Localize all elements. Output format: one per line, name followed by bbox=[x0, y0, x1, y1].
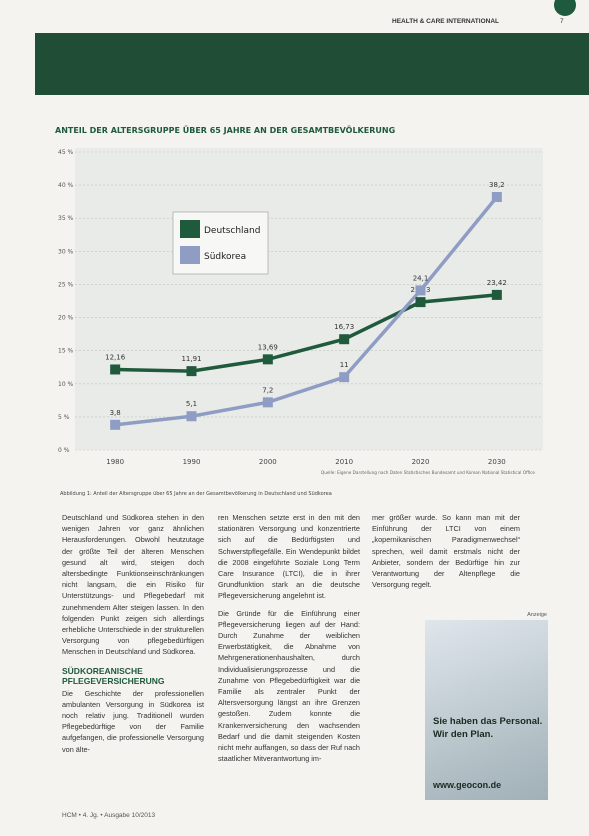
column: mer größer wurde. So kann man mit der Ei… bbox=[372, 512, 520, 596]
paragraph: mer größer wurde. So kann man mit der Ei… bbox=[372, 513, 520, 590]
data-point bbox=[110, 364, 121, 375]
data-label: 13,69 bbox=[258, 343, 278, 351]
legend-swatch bbox=[180, 246, 200, 264]
plot-background bbox=[75, 148, 543, 450]
paragraph: ren Menschen setzte erst in den mit den … bbox=[218, 513, 360, 601]
y-tick-label: 5 % bbox=[58, 414, 70, 421]
page-number: 7 bbox=[560, 18, 564, 25]
data-label: 5,1 bbox=[186, 400, 197, 408]
y-tick-label: 10 % bbox=[58, 381, 74, 388]
legend-label: Deutschland bbox=[204, 226, 260, 236]
y-tick-label: 30 % bbox=[58, 248, 74, 255]
y-tick-label: 40 % bbox=[58, 182, 74, 189]
data-point bbox=[110, 419, 121, 430]
paragraph: Deutschland und Südkorea stehen in den w… bbox=[62, 513, 204, 657]
data-label: 23,42 bbox=[487, 279, 507, 287]
x-tick-label: 2000 bbox=[259, 458, 277, 466]
x-tick-label: 2030 bbox=[488, 458, 506, 466]
y-tick-label: 25 % bbox=[58, 281, 74, 288]
data-point bbox=[491, 289, 502, 300]
ad-slogan: Sie haben das Personal. Wir den Plan. bbox=[433, 716, 543, 740]
data-label: 11,91 bbox=[181, 355, 201, 363]
data-point bbox=[262, 354, 273, 365]
data-label: 12,16 bbox=[105, 353, 126, 361]
data-point bbox=[339, 372, 350, 383]
y-tick-label: 0 % bbox=[58, 447, 70, 454]
caption: Abbildung 1: Anteil der Altersgruppe übe… bbox=[60, 491, 332, 497]
data-label: 24,1 bbox=[413, 274, 429, 282]
paragraph: Die Geschichte der professionellen ambul… bbox=[62, 688, 204, 754]
data-point bbox=[491, 192, 502, 203]
ad-box: Sie haben das Personal. Wir den Plan. ww… bbox=[425, 620, 548, 800]
series-line bbox=[115, 293, 497, 373]
x-tick-label: 1990 bbox=[183, 458, 201, 466]
data-label: 11 bbox=[340, 361, 349, 369]
column: Deutschland und Südkorea stehen in den w… bbox=[62, 512, 204, 761]
heading: SÜDKOREANISCHE PFLEGEVERSICHERUNG bbox=[62, 665, 165, 686]
data-point bbox=[415, 297, 426, 308]
corner-dot bbox=[554, 0, 576, 16]
legend-swatch bbox=[180, 220, 200, 238]
source-note: Quelle: Eigene Darstellung nach Daten St… bbox=[321, 470, 536, 475]
chart: ANTEIL DER ALTERSGRUPPE ÜBER 65 JAHRE AN… bbox=[55, 125, 543, 497]
data-label: 16,73 bbox=[334, 323, 354, 331]
data-label: 38,2 bbox=[489, 181, 505, 189]
data-label: 7,2 bbox=[262, 386, 273, 394]
legend-label: Südkorea bbox=[204, 252, 246, 262]
ad-url: www.geocon.de bbox=[433, 780, 502, 790]
data-point bbox=[186, 411, 197, 422]
y-tick-label: 35 % bbox=[58, 215, 74, 222]
y-tick-label: 15 % bbox=[58, 348, 74, 355]
column: ren Menschen setzte erst in den mit den … bbox=[218, 512, 360, 770]
series-line bbox=[114, 195, 499, 427]
x-tick-label: 2010 bbox=[335, 458, 353, 466]
y-tick-label: 20 % bbox=[58, 315, 74, 322]
x-tick-label: 1980 bbox=[106, 458, 124, 466]
data-point bbox=[415, 285, 426, 296]
ad-label: Anzeige bbox=[527, 612, 547, 618]
x-tick-label: 2020 bbox=[412, 458, 430, 466]
y-tick-label: 45 % bbox=[58, 149, 74, 156]
data-label: 3,8 bbox=[110, 409, 121, 417]
paragraph: Die Gründe für die Einführung einer Pfle… bbox=[218, 608, 360, 764]
data-point bbox=[339, 334, 350, 345]
section-title: HEALTH & CARE INTERNATIONAL bbox=[392, 18, 500, 25]
data-point bbox=[186, 366, 197, 377]
chart-title: ANTEIL DER ALTERSGRUPPE ÜBER 65 JAHRE AN… bbox=[55, 125, 395, 135]
data-point bbox=[262, 397, 273, 408]
footer: HCM • 4. Jg. • Ausgabe 10/2013 bbox=[62, 812, 156, 819]
header-band bbox=[35, 33, 589, 95]
